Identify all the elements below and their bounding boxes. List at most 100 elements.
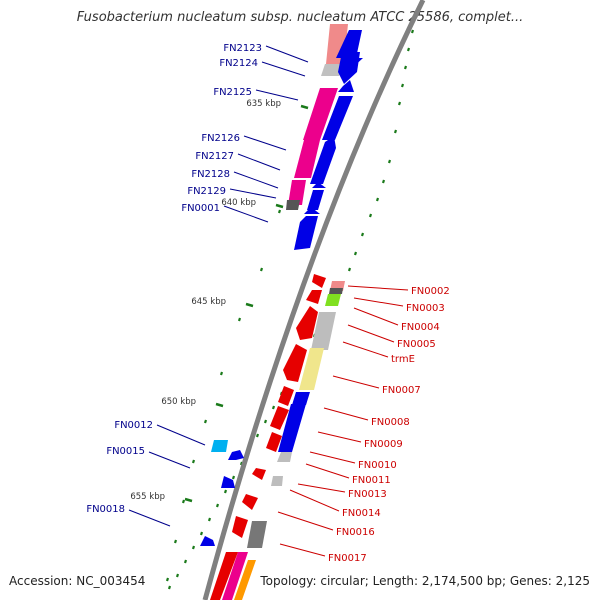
- forward-gene-label: FN0012: [114, 420, 153, 431]
- kbp-labels: 635 kbp 640 kbp 645 kbp 650 kbp 655 kbp: [130, 99, 309, 503]
- feature-block: [286, 200, 300, 210]
- feature-block: [321, 64, 343, 76]
- tick-mark: [191, 545, 196, 550]
- reverse-gene-label: FN0010: [358, 460, 397, 471]
- tick-mark: [347, 267, 352, 272]
- tick-mark: [239, 461, 244, 466]
- forward-gene-label: FN2123: [223, 43, 262, 54]
- forward-gene-arrow: [221, 476, 235, 488]
- tick-mark: [410, 29, 415, 34]
- tick-mark: [231, 475, 236, 480]
- reverse-label-leader: [277, 511, 334, 531]
- forward-label-leader: [233, 171, 279, 189]
- tick-mark: [263, 419, 268, 424]
- feature-block: [288, 180, 306, 205]
- tick-mark: [353, 251, 358, 256]
- tick-mark: [181, 499, 186, 504]
- reverse-gene-label: FN0009: [364, 439, 403, 450]
- kbp-tick-label: 645 kbp: [191, 297, 226, 307]
- reverse-gene-arrow: [306, 290, 322, 304]
- kbp-major-tick: [215, 402, 224, 408]
- reverse-label-leader: [353, 297, 404, 307]
- kbp-major-tick: [184, 497, 193, 503]
- forward-gene-arrow: [304, 207, 320, 214]
- forward-gene-label: FN2129: [187, 186, 226, 197]
- forward-label-leader: [255, 89, 299, 101]
- forward-label-leader: [237, 153, 281, 171]
- forward-gene-arrow: [312, 182, 326, 188]
- tick-mark: [259, 267, 264, 272]
- forward-gene-label: FN2128: [191, 169, 230, 180]
- kbp-major-tick: [300, 104, 309, 110]
- gene-features: [200, 24, 363, 600]
- forward-label-leader: [265, 45, 309, 63]
- tick-mark: [393, 129, 398, 134]
- reverse-label-leader: [297, 483, 346, 493]
- tick-mark: [360, 232, 365, 237]
- feature-block: [294, 140, 320, 178]
- reverse-gene-label: FN0013: [348, 489, 387, 500]
- kbp-major-tick: [245, 302, 254, 308]
- tick-mark: [215, 503, 220, 508]
- feature-block: [211, 440, 228, 452]
- forward-gene-arrow: [294, 216, 318, 250]
- tick-mark: [165, 577, 170, 582]
- reverse-gene-label: FN0011: [352, 475, 391, 486]
- feature-block: [311, 312, 336, 350]
- tick-mark: [381, 179, 386, 184]
- kbp-tick-label: 655 kbp: [130, 492, 165, 502]
- feature-block: [247, 521, 267, 548]
- reverse-gene-arrow: [283, 344, 307, 382]
- tick-marks: [165, 29, 415, 590]
- kbp-tick-label: 635 kbp: [246, 99, 281, 109]
- tick-mark: [199, 531, 204, 536]
- forward-gene-arrow: [310, 136, 336, 184]
- forward-gene-label: FN2126: [201, 133, 240, 144]
- forward-gene-arrow: [338, 80, 354, 92]
- feature-block: [234, 560, 256, 600]
- reverse-label-leader: [305, 463, 350, 479]
- tick-mark: [183, 559, 188, 564]
- label-leaders: [128, 45, 409, 557]
- gene-labels: FN2123 FN2124 FN2125 FN2126 FN2127 FN2128 FN21…: [86, 43, 449, 564]
- forward-gene-label: FN2127: [195, 151, 234, 162]
- forward-label-leader: [229, 188, 277, 199]
- reverse-gene-label: FN0007: [382, 385, 421, 396]
- tick-mark: [387, 159, 392, 164]
- kbp-major-tick: [275, 203, 284, 209]
- reverse-label-leader: [323, 407, 369, 421]
- reverse-genes: [232, 274, 326, 538]
- reverse-gene-arrow: [270, 406, 289, 430]
- feature-block: [325, 294, 341, 306]
- forward-label-leader: [128, 509, 171, 527]
- forward-label-leader: [223, 205, 269, 223]
- kbp-tick-label: 650 kbp: [161, 397, 196, 407]
- forward-label-leader: [148, 451, 191, 469]
- feature-blocks: [210, 24, 348, 600]
- tick-mark: [173, 539, 178, 544]
- tick-mark: [400, 83, 405, 88]
- forward-gene-arrow: [338, 52, 360, 84]
- reverse-gene-label: FN0017: [328, 553, 367, 564]
- feature-block: [329, 288, 343, 294]
- reverse-gene-arrow: [312, 274, 326, 288]
- tick-mark: [271, 405, 276, 410]
- reverse-gene-label: FN0016: [336, 527, 375, 538]
- forward-gene-arrow: [200, 536, 215, 546]
- tick-mark: [191, 459, 196, 464]
- forward-gene-label: FN2124: [219, 58, 258, 69]
- feature-block: [271, 476, 283, 486]
- feature-block: [303, 88, 338, 140]
- forward-gene-arrow: [322, 96, 353, 140]
- forward-gene-label: FN0001: [181, 203, 220, 214]
- tick-mark: [406, 47, 411, 52]
- reverse-gene-label: FN0003: [406, 303, 445, 314]
- reverse-gene-arrow: [252, 468, 266, 480]
- reverse-label-leader: [309, 451, 356, 464]
- reverse-label-leader: [289, 489, 340, 512]
- reverse-gene-label: FN0005: [397, 339, 436, 350]
- forward-gene-label: FN2125: [213, 87, 252, 98]
- reverse-label-leader: [353, 307, 399, 326]
- forward-label-leader: [243, 135, 287, 151]
